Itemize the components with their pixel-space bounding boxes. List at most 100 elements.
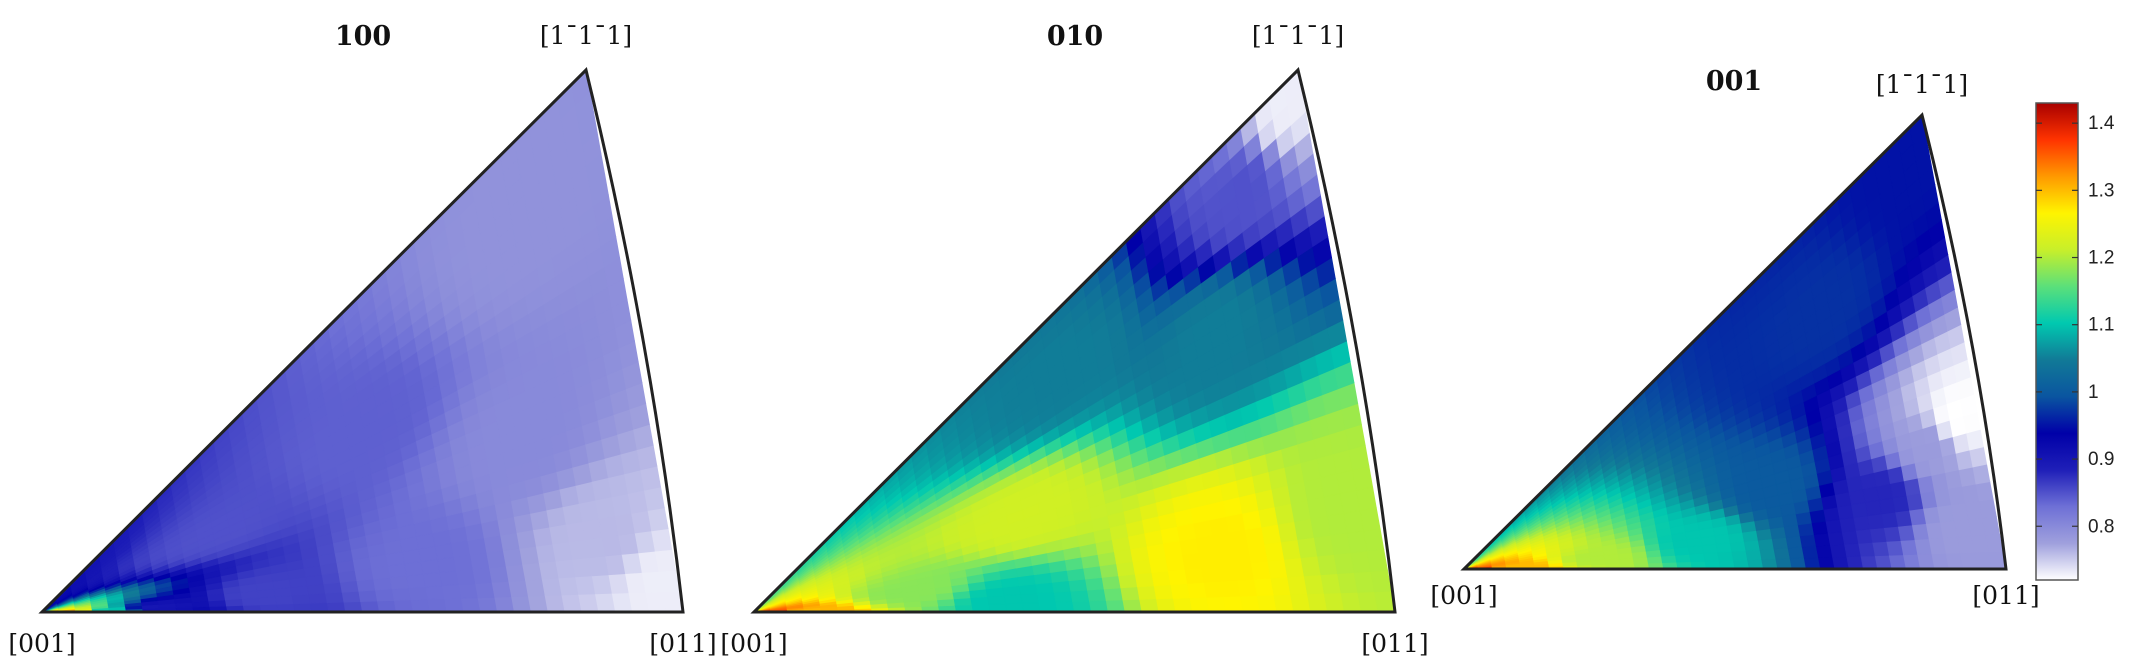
density-cell — [1239, 595, 1261, 613]
density-cell — [389, 575, 410, 590]
density-cell — [455, 568, 476, 586]
density-cell — [1352, 465, 1374, 491]
density-cell — [643, 486, 665, 511]
density-cell — [1070, 589, 1090, 603]
density-cell — [491, 580, 513, 598]
density-cell — [291, 593, 311, 605]
density-cell — [1703, 552, 1720, 562]
density-cell — [1771, 536, 1789, 550]
density-cell — [1787, 546, 1805, 559]
ipf-panel-010: 010 [001] [011] [1¯1¯1] — [720, 21, 1428, 658]
density-cell — [1055, 601, 1075, 613]
density-cell — [324, 591, 345, 604]
density-cell — [360, 600, 380, 613]
density-cell — [1172, 597, 1194, 613]
density-cell — [1860, 555, 1879, 570]
density-cell — [525, 578, 546, 597]
density-cell — [458, 583, 479, 599]
panel-title: 001 — [1706, 66, 1762, 97]
colorbar: 0.8 0.9 1 1.1 1.2 1.3 1.4 — [2035, 102, 2115, 581]
density-cell — [654, 549, 676, 572]
density-cell — [502, 547, 524, 567]
density-cell — [651, 528, 673, 552]
density-cell — [544, 594, 566, 613]
density-cell — [1366, 549, 1388, 572]
density-cell — [1370, 569, 1392, 593]
density-cell — [1674, 553, 1692, 563]
density-cell — [1789, 557, 1807, 570]
density-cell — [1020, 592, 1040, 604]
density-cell — [1105, 599, 1126, 613]
density-cell — [1139, 598, 1160, 613]
density-cell — [1231, 545, 1252, 565]
density-cell — [475, 581, 496, 599]
density-cell — [1829, 543, 1848, 558]
colorbar-tick-label: 1.2 — [2088, 248, 2114, 269]
density-cell — [522, 562, 543, 581]
corner-label-apex: [1¯1¯1] — [1876, 70, 1968, 99]
density-cell — [1195, 534, 1216, 554]
density-cell — [1853, 515, 1871, 531]
colorbar-tick-label: 0.9 — [2088, 449, 2114, 470]
density-cell — [1256, 594, 1278, 613]
density-cell — [1189, 596, 1210, 613]
corner-label-right: [011] — [1361, 629, 1428, 658]
density-cell — [1220, 579, 1241, 598]
density-cell — [1818, 556, 1836, 570]
colorbar-tick-label: 1.1 — [2088, 315, 2114, 336]
density-cell — [1214, 547, 1236, 567]
density-cell — [1086, 588, 1107, 602]
density-cell — [1731, 550, 1749, 561]
density-cell — [1803, 557, 1822, 570]
density-cell — [1198, 550, 1219, 569]
density-cell — [422, 572, 443, 588]
density-cell — [1228, 529, 1249, 549]
density-cell — [1799, 534, 1817, 548]
density-cell — [460, 597, 482, 613]
corner-label-right: [011] — [649, 629, 716, 658]
corner-label-right: [011] — [1972, 581, 2039, 610]
density-cell — [1167, 568, 1188, 586]
density-cell — [1206, 596, 1227, 613]
density-cell — [1745, 549, 1763, 561]
density-cell — [1846, 555, 1864, 570]
density-cell — [1072, 600, 1092, 613]
density-cell — [376, 600, 397, 613]
density-cell — [453, 554, 474, 572]
density-cell — [483, 534, 504, 554]
density-cell — [1085, 576, 1105, 591]
density-cell — [1120, 586, 1141, 601]
density-cell — [1137, 585, 1157, 600]
colorbar-tick-label: 0.8 — [2088, 516, 2114, 537]
ipf-panel-100: 100 [001] [011] [1¯1¯1] — [8, 21, 716, 658]
density-cell — [1088, 600, 1109, 613]
density-cell — [538, 560, 560, 580]
panel-title: 100 — [335, 21, 391, 52]
density-cell — [1118, 573, 1138, 589]
density-cell — [1181, 552, 1202, 570]
density-cell — [1223, 595, 1244, 613]
density-cell — [1717, 551, 1734, 562]
ipf-panel-001: 001 [001] [011] [1¯1¯1] — [1430, 66, 2039, 610]
density-cell — [436, 556, 457, 573]
density-cell — [1244, 526, 1266, 547]
density-cell — [1972, 463, 1991, 485]
density-cell — [1981, 516, 2000, 536]
density-cell — [391, 587, 412, 601]
density-cell — [486, 550, 507, 569]
density-cell — [1811, 520, 1829, 535]
density-cell — [1978, 498, 1997, 519]
density-cell — [1785, 535, 1803, 549]
colorbar-tick-label: 1 — [2088, 382, 2099, 403]
density-cell — [472, 567, 493, 584]
corner-label-apex: [1¯1¯1] — [1252, 21, 1344, 50]
density-cell — [1841, 529, 1860, 545]
density-cell — [1101, 575, 1122, 590]
density-cell — [508, 579, 529, 598]
density-cell — [511, 595, 532, 613]
density-cell — [1839, 517, 1857, 533]
density-cell — [516, 529, 537, 549]
density-cell — [1815, 544, 1834, 558]
